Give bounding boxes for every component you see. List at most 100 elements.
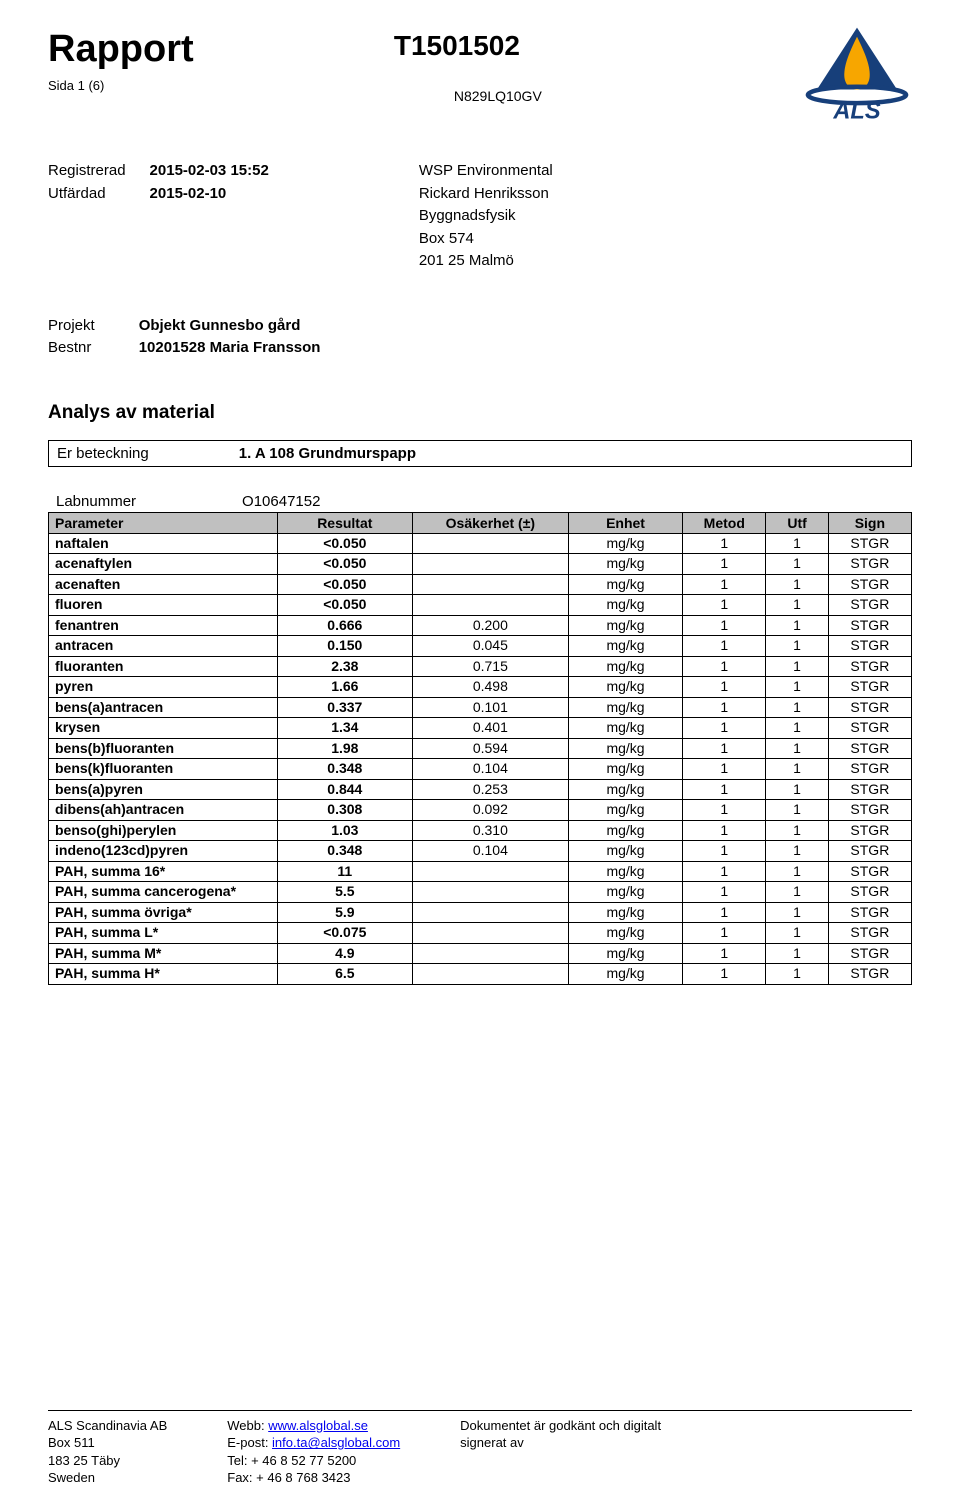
cell-uncertainty: 0.310 [412,820,568,841]
footer-web: Webb: www.alsglobal.se [227,1417,400,1435]
cell-parameter: fluoren [49,595,278,616]
header-center: T1501502 N829LQ10GV [454,30,542,104]
cell-parameter: fluoranten [49,656,278,677]
cell-method: 1 [683,800,766,821]
cell-parameter: PAH, summa 16* [49,861,278,882]
recipient-block: WSP Environmental Rickard Henriksson Byg… [419,160,553,273]
footer: ALS Scandinavia AB Box 511 183 25 Täby S… [48,1410,912,1487]
svg-text:ALS: ALS [832,99,880,124]
table-row: antracen0.1500.045mg/kg11STGR [49,636,912,657]
cell-sign: STGR [828,964,911,985]
issued-value: 2015-02-10 [150,183,269,206]
footer-company-l1: ALS Scandinavia AB [48,1417,167,1435]
cell-result: 0.308 [277,800,412,821]
col-unit: Enhet [568,512,682,533]
footer-fax: Fax: + 46 8 768 3423 [227,1469,400,1487]
cell-parameter: pyren [49,677,278,698]
cell-result: <0.050 [277,554,412,575]
cell-utf: 1 [766,943,828,964]
table-row: PAH, summa övriga*5.9mg/kg11STGR [49,902,912,923]
col-uncertainty: Osäkerhet (±) [412,512,568,533]
cell-utf: 1 [766,554,828,575]
table-header-row: Parameter Resultat Osäkerhet (±) Enhet M… [49,512,912,533]
project-labels: Projekt Bestnr [48,315,95,360]
cell-unit: mg/kg [568,718,682,739]
cell-result: 0.348 [277,759,412,780]
footer-web-link[interactable]: www.alsglobal.se [268,1418,368,1433]
cell-utf: 1 [766,574,828,595]
footer-sig-l1: Dokumentet är godkänt och digitalt [460,1417,661,1435]
cell-sign: STGR [828,554,911,575]
project-block: Projekt Bestnr Objekt Gunnesbo gård 1020… [48,315,912,360]
table-row: fluoranten2.380.715mg/kg11STGR [49,656,912,677]
cell-sign: STGR [828,677,911,698]
labnum-row: Labnummer O10647152 [48,493,912,510]
table-row: PAH, summa cancerogena*5.5mg/kg11STGR [49,882,912,903]
cell-uncertainty [412,574,568,595]
cell-utf: 1 [766,677,828,698]
cell-utf: 1 [766,820,828,841]
cell-parameter: acenaftylen [49,554,278,575]
cell-result: 1.34 [277,718,412,739]
footer-email-link[interactable]: info.ta@alsglobal.com [272,1435,400,1450]
cell-unit: mg/kg [568,615,682,636]
cell-parameter: antracen [49,636,278,657]
cell-result: 6.5 [277,964,412,985]
cell-uncertainty [412,964,568,985]
table-row: PAH, summa M*4.9mg/kg11STGR [49,943,912,964]
cell-result: 0.666 [277,615,412,636]
recipient-line5: 201 25 Malmö [419,250,553,273]
footer-email: E-post: info.ta@alsglobal.com [227,1434,400,1452]
cell-utf: 1 [766,697,828,718]
doc-id: N829LQ10GV [454,88,542,104]
cell-utf: 1 [766,779,828,800]
footer-col-contact: Webb: www.alsglobal.se E-post: info.ta@a… [227,1417,400,1487]
cell-parameter: indeno(123cd)pyren [49,841,278,862]
report-id: T1501502 [394,30,542,62]
cell-parameter: bens(a)pyren [49,779,278,800]
project-label: Projekt [48,315,95,338]
cell-unit: mg/kg [568,923,682,944]
cell-sign: STGR [828,923,911,944]
recipient-line1: WSP Environmental [419,160,553,183]
cell-uncertainty: 0.498 [412,677,568,698]
bestnr-value: 10201528 Maria Fransson [139,337,321,360]
cell-sign: STGR [828,759,911,780]
cell-uncertainty [412,943,568,964]
recipient-line3: Byggnadsfysik [419,205,553,228]
footer-email-label: E-post: [227,1435,272,1450]
designation-value: 1. A 108 Grundmurspapp [239,445,416,462]
cell-result: <0.050 [277,595,412,616]
cell-method: 1 [683,820,766,841]
designation-box: Er beteckning 1. A 108 Grundmurspapp [48,440,912,467]
cell-utf: 1 [766,861,828,882]
cell-result: 2.38 [277,656,412,677]
cell-uncertainty [412,861,568,882]
footer-web-label: Webb: [227,1418,268,1433]
cell-utf: 1 [766,718,828,739]
cell-unit: mg/kg [568,820,682,841]
cell-result: 0.844 [277,779,412,800]
cell-unit: mg/kg [568,943,682,964]
cell-method: 1 [683,636,766,657]
cell-method: 1 [683,902,766,923]
cell-method: 1 [683,697,766,718]
cell-result: 0.150 [277,636,412,657]
cell-sign: STGR [828,800,911,821]
cell-method: 1 [683,554,766,575]
cell-result: 1.66 [277,677,412,698]
cell-utf: 1 [766,923,828,944]
rapport-title: Rapport [48,30,194,68]
cell-result: 11 [277,861,412,882]
cell-method: 1 [683,677,766,698]
cell-uncertainty: 0.200 [412,615,568,636]
cell-unit: mg/kg [568,800,682,821]
cell-unit: mg/kg [568,841,682,862]
cell-unit: mg/kg [568,636,682,657]
cell-uncertainty [412,923,568,944]
table-row: benso(ghi)perylen1.030.310mg/kg11STGR [49,820,912,841]
cell-method: 1 [683,595,766,616]
cell-utf: 1 [766,738,828,759]
cell-unit: mg/kg [568,677,682,698]
cell-uncertainty [412,595,568,616]
